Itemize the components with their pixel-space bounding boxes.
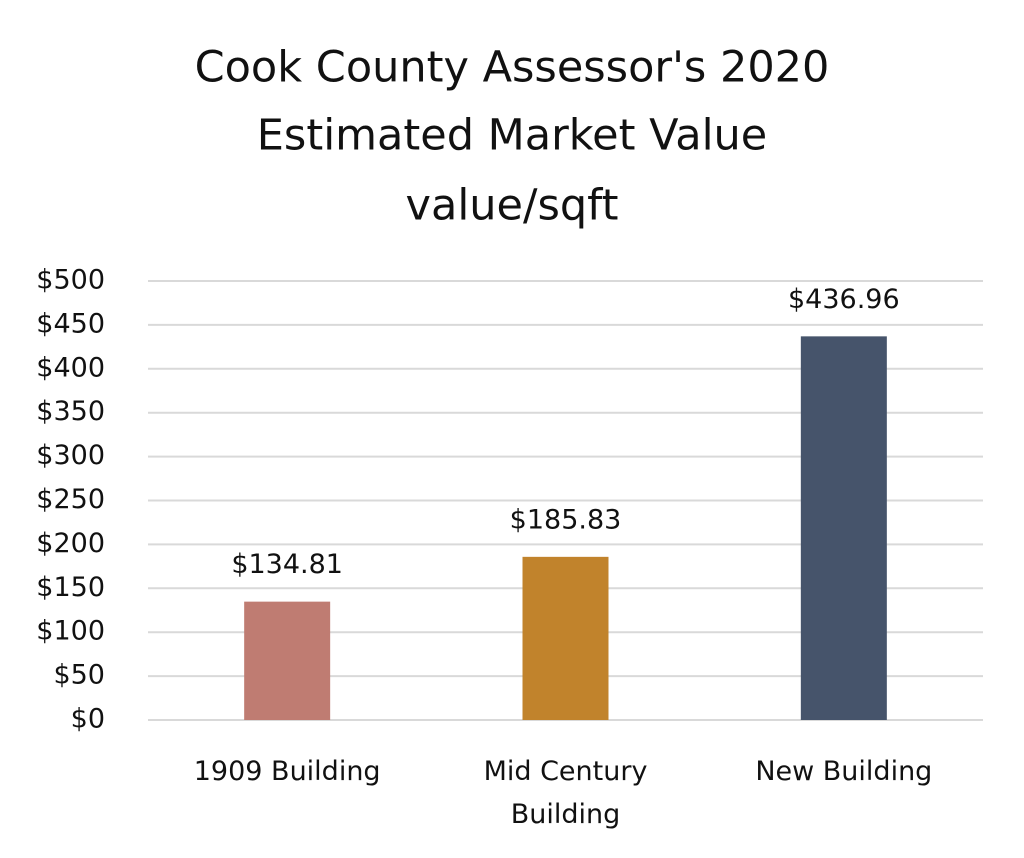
y-tick-label: $50 [53, 660, 105, 691]
y-tick-label: $500 [36, 265, 105, 296]
chart-title: Cook County Assessor's 2020 [195, 43, 830, 93]
value-label: $134.81 [231, 549, 343, 580]
y-tick-label: $250 [36, 484, 105, 515]
y-tick-label: $300 [36, 440, 105, 471]
x-tick-label: New Building [755, 756, 932, 787]
x-tick-label: Mid Century Building [484, 756, 648, 830]
y-tick-label: $400 [36, 352, 105, 383]
chart-title: value/sqft [406, 181, 619, 231]
y-tick-label: $0 [71, 704, 105, 735]
y-tick-label: $350 [36, 396, 105, 427]
y-tick-label: $100 [36, 616, 105, 647]
bar [522, 556, 609, 720]
y-tick-label: $450 [36, 308, 105, 339]
bar [244, 601, 331, 720]
chart-title: Estimated Market Value [257, 111, 767, 161]
y-tick-label: $150 [36, 572, 105, 603]
y-tick-label: $200 [36, 528, 105, 559]
x-tick-label: 1909 Building [194, 756, 381, 787]
value-label: $436.96 [788, 284, 900, 315]
bar [800, 336, 887, 720]
value-label: $185.83 [510, 504, 622, 535]
